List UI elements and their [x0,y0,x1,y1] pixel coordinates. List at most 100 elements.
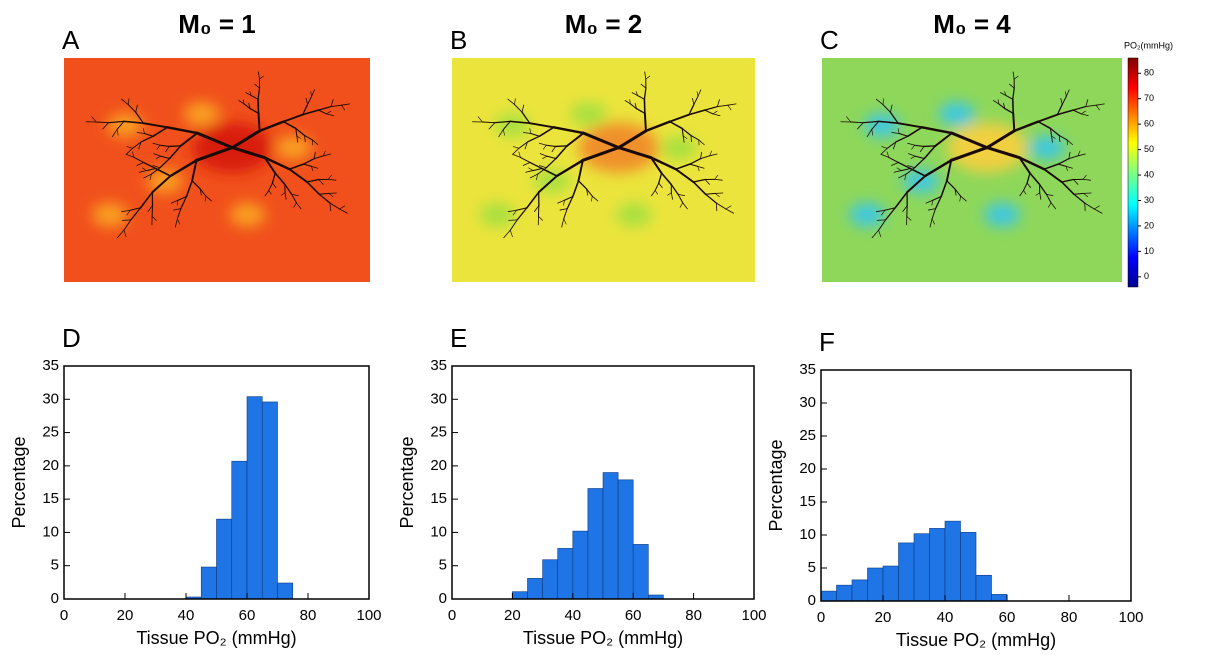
vessel [1051,135,1056,139]
x-tick-label: 100 [356,607,381,624]
vessel [670,192,673,200]
vessel [132,141,142,149]
histogram-bar [929,528,946,602]
vessel [1056,109,1074,116]
vessel [705,193,718,204]
vessel [923,159,953,178]
vessel [322,150,326,157]
vessel [689,163,699,167]
vessel [643,112,647,132]
histogram-bar [820,590,837,602]
vessel-tree [85,71,351,239]
vessel [670,183,679,195]
panel-title: M₀ = 2 [565,9,642,39]
vessel [577,159,584,182]
vessel [644,120,672,133]
vessel [330,104,342,108]
vessel [295,127,306,137]
vessel [152,126,169,138]
histogram-bar [200,566,217,600]
vessel [1083,193,1089,197]
vessel [534,205,540,212]
vessel [688,103,695,116]
vessel [692,98,695,105]
vessel [282,113,304,123]
histogram-bar [602,472,619,600]
vessel [679,202,684,208]
vessel [897,122,923,129]
vessel [690,135,692,143]
panel-label: C [820,25,839,55]
x-tick-label: 60 [239,607,256,624]
vessel [890,104,893,113]
vessel [681,127,692,137]
vessel [1005,95,1014,100]
histogram-bar [991,594,1008,602]
vessel [634,102,637,109]
vessel [617,146,653,160]
vessel [268,182,273,191]
vessel [284,192,287,200]
vessel [654,182,660,191]
y-tick-label: 10 [42,523,59,540]
vessel [700,155,711,160]
vessel [507,209,517,213]
vessel [674,163,691,170]
vessel [1065,89,1070,97]
vessel [268,190,272,195]
x-tick-label: 80 [1061,609,1078,626]
vessel [153,153,162,157]
vessel [293,202,297,208]
vessel [682,135,685,143]
vessel [727,103,737,106]
x-tick-label: 40 [178,607,195,624]
vessel [932,196,942,201]
vessel [554,145,568,148]
vessel [313,151,316,160]
vessel [888,156,899,163]
y-tick-label: 25 [799,427,816,444]
panel-title: M₀ = 1 [178,9,255,39]
vessel [238,100,245,105]
vessel [176,208,182,220]
vessel [650,156,663,175]
vessel [130,207,142,221]
vessel [682,135,688,139]
vessel [530,133,541,137]
vessel [526,135,541,143]
vessel [173,208,182,211]
vessel [152,142,161,146]
vessel [194,146,234,162]
vessel [1066,139,1073,146]
vessel [509,219,518,231]
vessel [714,178,723,181]
vessel [645,75,651,80]
y-tick-label: 0 [51,590,59,607]
vessel [677,193,685,197]
x-tick-label: 20 [504,607,521,624]
field-blob [615,202,652,227]
vessel [1046,193,1054,197]
vessel [892,141,897,150]
vessel [716,104,729,108]
histogram-bar [231,460,248,600]
vessel [1057,158,1070,165]
vessel [326,113,334,117]
vessel [876,209,886,213]
vessel [301,109,320,116]
vessel [127,104,137,113]
vessel [705,192,716,195]
vessel [159,157,171,169]
vessel [649,156,677,171]
histogram-bar [527,578,543,600]
field-blob [229,202,266,227]
vessel [931,208,937,220]
vessel [846,116,852,123]
vessel [1068,155,1079,160]
vessel [524,141,528,150]
vessel [116,229,125,239]
vessel [1037,120,1052,130]
y-tick-label: 35 [799,361,816,378]
y-tick-label: 20 [430,457,447,474]
vessel [539,153,548,157]
